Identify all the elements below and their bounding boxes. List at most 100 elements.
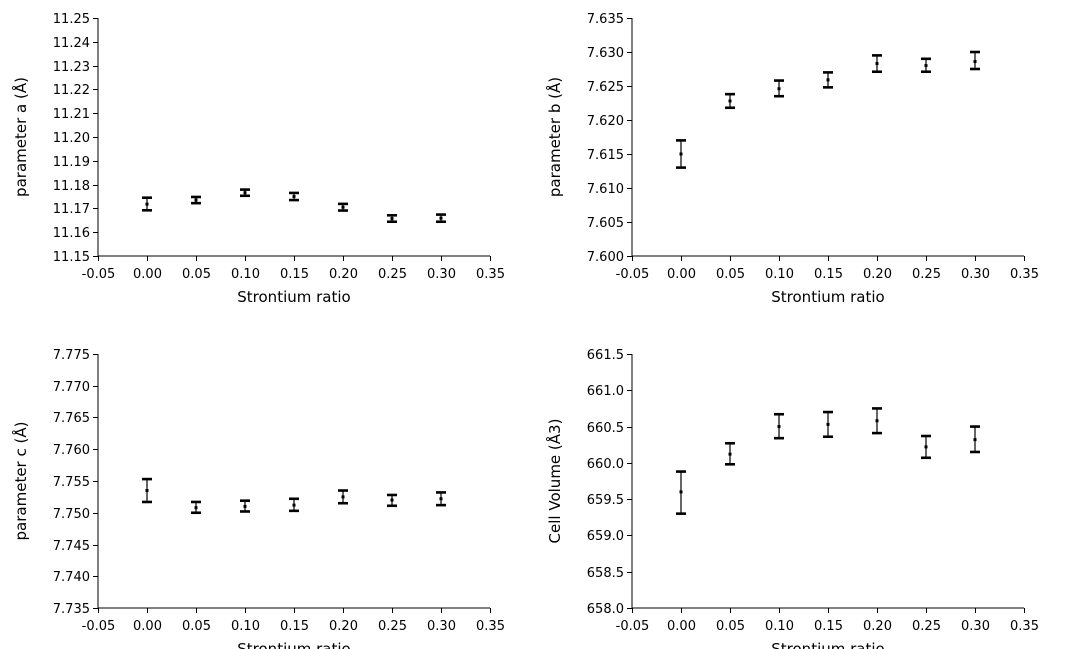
parameter-a-y-tick-label: 11.17: [53, 202, 90, 217]
cell-volume-y-tick-label: 660.5: [587, 421, 624, 436]
parameter-a-x-tick-label: 0.25: [378, 267, 407, 282]
cell-volume-data-point: [679, 490, 683, 494]
parameter-a-data-point: [243, 191, 247, 195]
parameter-a-y-tick-label: 11.22: [53, 83, 90, 98]
parameter-c-y-tick-label: 7.735: [53, 602, 90, 617]
parameter-a-y-tick-label: 11.24: [53, 36, 90, 51]
parameter-b-data-point: [679, 152, 683, 156]
parameter-a-x-axis-title: Strontium ratio: [237, 288, 350, 306]
parameter-b-x-tick-label: 0.25: [912, 267, 941, 282]
parameter-b-data-point: [826, 78, 830, 82]
parameter-c-x-tick-label: 0.25: [378, 619, 407, 634]
parameter-c-x-tick-label: 0.30: [427, 619, 456, 634]
cell-volume-y-tick-label: 661.5: [587, 348, 624, 363]
parameter-c-y-tick-label: 7.750: [53, 507, 90, 522]
parameter-a-y-tick-label: 11.23: [53, 60, 90, 75]
chart-panel-parameter-b: 7.600 7.605 7.610 7.615 7.620 7.625 7.630 7.635…: [545, 12, 1039, 306]
chart-panel-cell-volume: 658.0 658.5 659.0 659.5 660.0 660.5 661.0 661.5…: [545, 348, 1039, 649]
parameter-c-y-tick-label: 7.775: [53, 348, 90, 363]
parameter-c-x-tick-label: 0.10: [231, 619, 260, 634]
parameter-a-y-tick-label: 11.15: [53, 250, 90, 265]
parameter-a-data-point: [341, 205, 345, 209]
parameter-a-x-tick-label: 0.10: [231, 267, 260, 282]
parameter-c-y-tick-label: 7.765: [53, 411, 90, 426]
parameter-a-data-point: [292, 195, 296, 198]
parameter-a-data-point: [439, 216, 443, 220]
parameter-c-x-tick-label: 0.00: [133, 619, 162, 634]
parameter-a-x-tick-label: 0.15: [280, 267, 309, 282]
parameter-a-y-tick-label: 11.18: [53, 179, 90, 194]
cell-volume-y-tick-label: 659.5: [587, 493, 624, 508]
cell-volume-x-tick-label: 0.00: [667, 619, 696, 634]
parameter-c-y-axis-title: parameter c (Å): [11, 422, 30, 541]
cell-volume-y-axis-title: Cell Volume (Å3): [545, 419, 564, 544]
parameter-b-x-tick-label: -0.05: [616, 267, 650, 282]
parameter-c-x-tick-label: -0.05: [82, 619, 116, 634]
cell-volume-data-point: [826, 422, 830, 426]
parameter-b-data-point: [777, 87, 781, 91]
cell-volume-y-tick-label: 661.0: [587, 384, 624, 399]
parameter-c-data-point: [194, 506, 198, 510]
parameter-a-y-tick-label: 11.20: [53, 131, 90, 146]
parameter-c-y-tick-label: 7.770: [53, 380, 90, 395]
chart-panel-parameter-a: 11.15 11.16 11.17 11.18 11.19 11.20 11.21 11.22…: [11, 12, 505, 306]
parameter-c-data-point: [243, 504, 247, 508]
parameter-b-x-tick-label: 0.30: [961, 267, 990, 282]
parameter-a-x-tick-label: -0.05: [82, 267, 116, 282]
cell-volume-x-tick-label: 0.20: [863, 619, 892, 634]
parameter-c-x-tick-label: 0.35: [476, 619, 505, 634]
parameter-b-y-tick-label: 7.625: [587, 80, 624, 95]
parameter-b-y-tick-label: 7.615: [587, 148, 624, 163]
parameter-b-y-tick-label: 7.630: [587, 46, 624, 61]
cell-volume-y-tick-label: 658.0: [587, 602, 624, 617]
parameter-b-y-tick-label: 7.610: [587, 182, 624, 197]
cell-volume-data-point: [875, 419, 879, 423]
cell-volume-x-axis-title: Strontium ratio: [771, 640, 884, 649]
cell-volume-data-point: [777, 425, 781, 429]
cell-volume-data-point: [973, 438, 977, 442]
parameter-a-data-point: [390, 217, 394, 221]
parameter-b-y-tick-label: 7.635: [587, 12, 624, 27]
parameter-b-y-tick-label: 7.605: [587, 216, 624, 231]
parameter-b-x-tick-label: 0.05: [716, 267, 745, 282]
parameter-c-y-tick-label: 7.740: [53, 570, 90, 585]
parameter-a-x-tick-label: 0.20: [329, 267, 358, 282]
parameter-a-data-point: [194, 198, 198, 202]
parameter-c-x-tick-label: 0.20: [329, 619, 358, 634]
cell-volume-y-tick-label: 659.0: [587, 529, 624, 544]
parameter-c-data-point: [292, 503, 296, 507]
parameter-b-data-point: [728, 99, 732, 103]
parameter-a-x-tick-label: 0.05: [182, 267, 211, 282]
parameter-a-y-tick-label: 11.16: [53, 226, 90, 241]
parameter-a-x-tick-label: 0.00: [133, 267, 162, 282]
parameter-c-x-tick-label: 0.15: [280, 619, 309, 634]
parameter-b-x-tick-label: 0.20: [863, 267, 892, 282]
parameter-b-x-tick-label: 0.35: [1010, 267, 1039, 282]
parameter-b-y-tick-label: 7.600: [587, 250, 624, 265]
parameter-b-y-axis-title: parameter b (Å): [545, 77, 564, 197]
parameter-c-data-point: [390, 498, 394, 502]
cell-volume-x-tick-label: 0.35: [1010, 619, 1039, 634]
parameter-a-y-axis-title: parameter a (Å): [11, 77, 30, 197]
parameter-b-y-tick-label: 7.620: [587, 114, 624, 129]
parameter-c-data-point: [341, 495, 345, 499]
parameter-b-x-axis-title: Strontium ratio: [771, 288, 884, 306]
parameter-a-y-tick-label: 11.21: [53, 107, 90, 122]
parameter-c-x-tick-label: 0.05: [182, 619, 211, 634]
parameter-a-y-tick-label: 11.25: [53, 12, 90, 27]
cell-volume-x-tick-label: 0.05: [716, 619, 745, 634]
cell-volume-x-tick-label: 0.30: [961, 619, 990, 634]
chart-panel-parameter-c: 7.735 7.740 7.745 7.750 7.755 7.760 7.765 7.770…: [11, 348, 505, 649]
cell-volume-y-tick-label: 660.0: [587, 457, 624, 472]
parameter-b-x-tick-label: 0.10: [765, 267, 794, 282]
parameter-a-x-tick-label: 0.30: [427, 267, 456, 282]
cell-volume-data-point: [924, 445, 928, 449]
cell-volume-data-point: [728, 452, 732, 456]
parameter-c-y-tick-label: 7.760: [53, 443, 90, 458]
parameter-a-x-tick-label: 0.35: [476, 267, 505, 282]
parameter-b-x-tick-label: 0.15: [814, 267, 843, 282]
cell-volume-x-tick-label: 0.25: [912, 619, 941, 634]
cell-volume-x-tick-label: -0.05: [616, 619, 650, 634]
